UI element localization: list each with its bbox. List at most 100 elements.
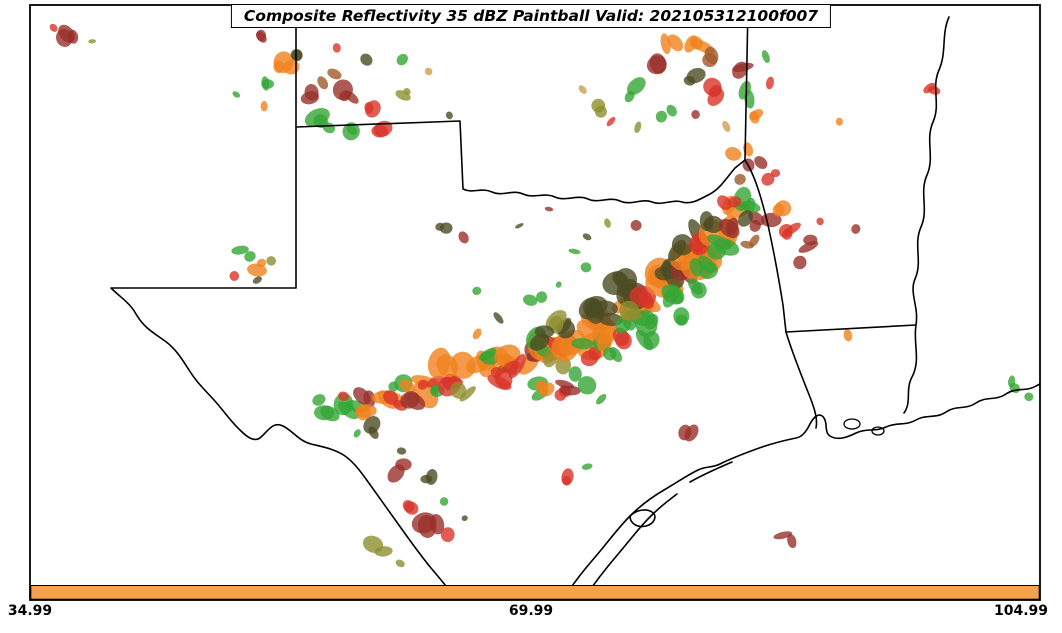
boundary-path (629, 509, 656, 528)
paintball-blob-darkolive (435, 222, 445, 231)
paintball-blob-darkolive (363, 416, 381, 434)
paintball-blob-olive (88, 39, 96, 44)
paintball-blob-maroon (332, 79, 353, 101)
boundary-path (110, 5, 457, 600)
paintball-blob-orange (725, 147, 742, 161)
paintball-blob-maroon (691, 110, 700, 119)
paintball-blob-orange (427, 347, 451, 379)
paintball-blob-maroon (58, 24, 76, 43)
paintball-blob-maroon (749, 219, 761, 232)
paintball-blob-green (1024, 392, 1034, 402)
paintball-blob-darkolive (534, 325, 555, 339)
paintball-blob-orange (538, 382, 555, 397)
boundary-path (785, 331, 818, 429)
paintball-blob-olive (545, 310, 567, 331)
paintball-blob-green (480, 351, 499, 365)
paintball-blob-green (626, 77, 646, 96)
paintball-blob-maroon (754, 156, 768, 169)
boundary-path (582, 493, 678, 600)
paintball-blob-green (581, 463, 593, 470)
paintball-blob-green (697, 255, 716, 274)
lake-outline (871, 426, 885, 436)
paintball-blob-red (928, 86, 941, 95)
boundary-path (785, 324, 917, 333)
paintball-blob-red (562, 475, 572, 485)
paintball-blob-green (670, 291, 684, 305)
paintball-blob-green (472, 286, 482, 296)
paintball-blob-green (536, 291, 548, 303)
paintball-blob-maroon (353, 387, 371, 405)
paintball-blob-green (571, 337, 594, 350)
state-boundaries-layer (110, 5, 1040, 600)
paintball-blob-orange (597, 324, 616, 352)
paintball-blob-darkolive (583, 295, 608, 317)
paintball-blob-red (778, 223, 793, 238)
boundary-path (562, 383, 1040, 600)
paintball-blob-maroon (732, 62, 754, 72)
lake-outline (843, 418, 861, 430)
paintball-blob-orange (355, 404, 371, 421)
paintball-blob-orange (684, 35, 698, 53)
paintball-blob-green (635, 329, 654, 351)
paintball-blob-green (568, 366, 582, 382)
paintball-blob-darkolive (671, 234, 694, 256)
boundary-path (903, 16, 950, 414)
paintball-blob-brown (704, 46, 719, 65)
paintball-blob-red (765, 76, 775, 90)
paintball-blob-green (342, 122, 360, 141)
paintball-blob-green (314, 405, 335, 421)
paintball-blob-green (312, 394, 326, 406)
paintball-blob-green (713, 238, 740, 256)
paintball-blob-green (231, 245, 249, 255)
paintball-blob-orange (749, 111, 760, 124)
paintball-blob-green (439, 497, 449, 506)
paintball-blob-orange (551, 334, 579, 362)
paintball-blob-green (691, 282, 707, 299)
paintball-blob-maroon (300, 91, 319, 105)
paintball-blob-green (555, 281, 562, 288)
paintball-blob-olive (266, 256, 277, 266)
paintball-blob-maroon (649, 53, 667, 74)
paintball-blob-darkolive (582, 233, 592, 241)
paintball-blob-orange (843, 329, 853, 342)
paintball-blob-red (383, 390, 399, 405)
paintball-blobs-layer (49, 23, 1034, 568)
bottom-colorbar (30, 585, 1040, 600)
paintball-blob-green (353, 429, 361, 438)
paintball-blob-maroon (798, 241, 819, 253)
paintball-blob-orange (247, 263, 267, 277)
paintball-blob-darkolive (420, 474, 433, 484)
paintball-blob-orange (835, 117, 843, 126)
paintball-blob-red (816, 217, 824, 226)
paintball-blob-darkolive (654, 266, 672, 281)
paintball-blob-red (717, 195, 732, 211)
paintball-blob-olive (403, 88, 411, 95)
paintball-blob-green (609, 347, 623, 363)
paintball-blob-green (1008, 375, 1016, 388)
paintball-blob-orange (399, 379, 415, 394)
paintball-blob-maroon (255, 31, 267, 43)
paintball-blob-green (568, 248, 581, 255)
paintball-blob-brown (740, 240, 754, 249)
paintball-blob-darkolive (558, 317, 572, 335)
paintball-blob-maroon (630, 219, 642, 231)
paintball-blob-tan (578, 85, 587, 94)
boundary-path (295, 120, 746, 205)
paintball-blob-red (338, 391, 350, 401)
paintball-blob-darkolive (612, 270, 628, 287)
paintball-blob-green (744, 197, 756, 214)
paintball-blob-green (232, 91, 241, 98)
paintball-blob-maroon (793, 255, 807, 270)
paintball-blob-tan (424, 67, 433, 76)
paintball-blob-green (313, 114, 328, 129)
paintball-blob-tan (722, 120, 731, 132)
paintball-blob-red (371, 124, 389, 138)
paintball-blob-darkolive (461, 515, 468, 522)
x-tick-center: 69.99 (508, 603, 554, 619)
paintball-blob-green (666, 104, 677, 117)
paintball-blob-orange (472, 328, 482, 340)
paintball-blob-red (606, 116, 616, 127)
paintball-blob-maroon (851, 224, 861, 234)
paintball-blob-green (580, 262, 592, 273)
map-title: Composite Reflectivity 35 dBZ Paintball … (230, 4, 832, 28)
